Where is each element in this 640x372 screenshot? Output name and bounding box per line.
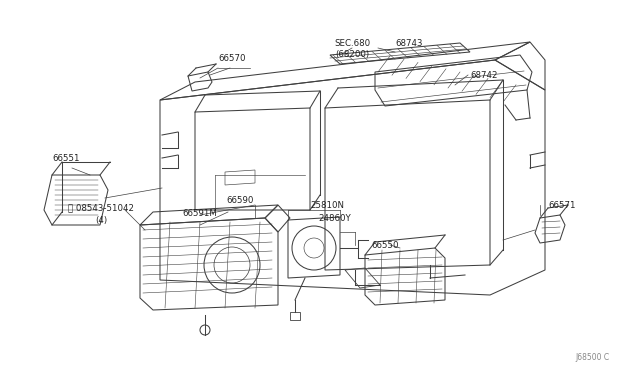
- Text: 66591M: 66591M: [182, 208, 218, 218]
- Text: J68500 C: J68500 C: [576, 353, 610, 362]
- Text: 66550: 66550: [371, 241, 399, 250]
- Text: SEC.680: SEC.680: [334, 38, 370, 48]
- Text: (4): (4): [95, 215, 107, 224]
- Text: 68742: 68742: [470, 71, 497, 80]
- Text: 66590: 66590: [227, 196, 253, 205]
- Text: 66570: 66570: [218, 54, 246, 62]
- Text: 66551: 66551: [52, 154, 79, 163]
- Text: 25810N: 25810N: [310, 201, 344, 209]
- Text: (68200): (68200): [335, 49, 369, 58]
- Text: 24860Y: 24860Y: [318, 214, 351, 222]
- Text: Ⓢ 08543-51042: Ⓢ 08543-51042: [68, 203, 134, 212]
- Text: 66571: 66571: [548, 201, 575, 209]
- Text: 68743: 68743: [395, 38, 422, 48]
